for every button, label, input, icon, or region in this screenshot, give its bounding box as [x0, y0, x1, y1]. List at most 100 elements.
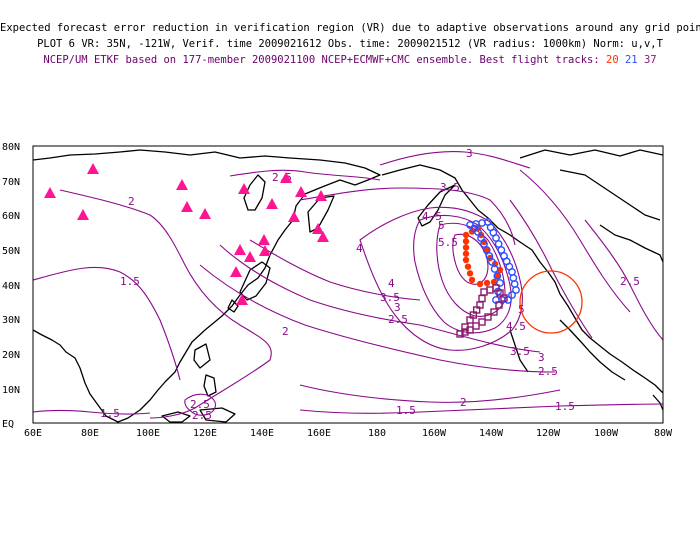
- triangle-icon: [230, 266, 242, 277]
- lon-axis: 60E 80E 100E 120E 140E 160E 180 160W 140…: [24, 428, 673, 439]
- lat-label: 80N: [2, 142, 20, 153]
- lat-label: 10N: [2, 385, 20, 396]
- contour-3-5-mid: [249, 239, 421, 301]
- contour-label: 2: [282, 325, 289, 338]
- contour-3-5-east: [509, 199, 593, 339]
- contour-1-5-sw: [32, 409, 151, 415]
- lat-label: 60N: [2, 211, 20, 222]
- lon-label: 100E: [136, 428, 160, 439]
- contour-2-5-mid: [199, 264, 556, 373]
- track-37-point: [466, 326, 474, 334]
- track-37: [456, 284, 508, 338]
- track-20-point: [462, 256, 470, 264]
- lat-label: 50N: [2, 246, 20, 257]
- triangle-icon: [199, 208, 211, 219]
- lat-label: 30N: [2, 315, 20, 326]
- triangle-icon: [236, 294, 248, 305]
- track-37-point: [492, 284, 500, 292]
- track-20-point: [462, 231, 470, 239]
- track-37-point: [495, 301, 503, 309]
- map-frame: [32, 145, 664, 424]
- triangle-icon: [44, 187, 56, 198]
- track-21-point: [508, 291, 516, 299]
- contour-label: 1.5: [555, 400, 575, 413]
- lon-label: 80E: [81, 428, 99, 439]
- lon-label: 160E: [307, 428, 331, 439]
- contour-2-south: [299, 384, 561, 403]
- track-20-point: [462, 250, 470, 257]
- track-20-point: [462, 244, 470, 251]
- track-37-point: [500, 294, 508, 302]
- track-37-point: [480, 288, 488, 296]
- station-markers: [44, 163, 329, 305]
- lat-label: EQ: [2, 419, 14, 430]
- lon-label: 140E: [250, 428, 274, 439]
- triangle-icon: [244, 251, 256, 262]
- track-21: [466, 218, 520, 304]
- track-21-point: [493, 272, 502, 280]
- lon-label: 120W: [536, 428, 561, 439]
- lon-label: 80W: [654, 428, 673, 439]
- lat-label: 20N: [2, 350, 20, 361]
- coastlines: [32, 149, 664, 423]
- lon-label: 160W: [422, 428, 447, 439]
- contour-lines: [32, 151, 664, 419]
- contour-label: 5: [438, 219, 445, 232]
- verification-region-circle: [519, 270, 583, 334]
- title-line-1: Expected forecast error reduction in ver…: [0, 22, 700, 34]
- contour-label: 2: [128, 195, 135, 208]
- contour-2-5-north: [229, 169, 381, 181]
- track-20-point: [493, 272, 501, 280]
- contour-label: 2: [460, 396, 467, 409]
- triangle-icon: [317, 231, 329, 242]
- triangle-icon: [266, 198, 278, 209]
- track-20-point: [483, 279, 491, 287]
- track-21-point: [477, 234, 485, 242]
- contour-label: 2.5: [190, 398, 210, 411]
- lat-axis: EQ 10N 20N 30N 40N 50N 60N 70N 80N: [2, 142, 20, 430]
- contour-label: 3.5: [380, 291, 400, 304]
- triangle-icon: [234, 244, 246, 255]
- triangle-icon: [259, 245, 271, 256]
- triangle-icon: [258, 234, 270, 245]
- lon-label: 100W: [594, 428, 619, 439]
- contour-3-east: [519, 169, 631, 313]
- track-20-point: [468, 276, 476, 284]
- triangle-icon: [181, 201, 193, 212]
- track-21-point: [480, 240, 488, 248]
- title-line-3: NCEP/UM ETKF based on 177-member 2009021…: [0, 54, 700, 66]
- contour-5-ring: [436, 222, 506, 317]
- track-37-point: [484, 313, 492, 321]
- title-line-3-text: NCEP/UM ETKF based on 177-member 2009021…: [43, 54, 600, 66]
- track-21-point: [496, 279, 504, 287]
- title-line-2: PLOT 6 VR: 35N, -121W, Verif. time 20090…: [37, 38, 663, 50]
- contour-label: 1.5: [100, 407, 120, 420]
- contour-label: 2.5: [388, 313, 408, 326]
- track-20-point: [462, 238, 470, 245]
- track-20-point: [483, 246, 491, 254]
- flight-tracks: [456, 218, 520, 338]
- track-37-point: [456, 330, 464, 338]
- triangle-icon: [238, 183, 250, 194]
- triangle-icon: [288, 211, 300, 222]
- contour-label: 3.5: [440, 181, 460, 194]
- contour-label: 1.5: [120, 275, 140, 288]
- track-37-point: [490, 308, 498, 316]
- contour-label: 4.5: [506, 320, 526, 333]
- triangle-icon: [87, 163, 99, 174]
- triangle-icon: [77, 209, 89, 220]
- track-37-point: [472, 322, 480, 330]
- track-37-point: [461, 328, 469, 336]
- contour-label: 5.5: [438, 236, 458, 249]
- track-37-point: [478, 294, 486, 303]
- contour-label: 2.5: [620, 275, 640, 288]
- track-21-point: [490, 265, 499, 273]
- track-37-point: [486, 286, 494, 294]
- triangle-icon: [315, 190, 327, 201]
- contour-1-5-west: [32, 266, 181, 381]
- contour-1-5-south: [299, 403, 664, 414]
- lon-label: 60E: [24, 428, 42, 439]
- flight-id-21: 21: [624, 54, 638, 66]
- lat-label: 70N: [2, 177, 20, 188]
